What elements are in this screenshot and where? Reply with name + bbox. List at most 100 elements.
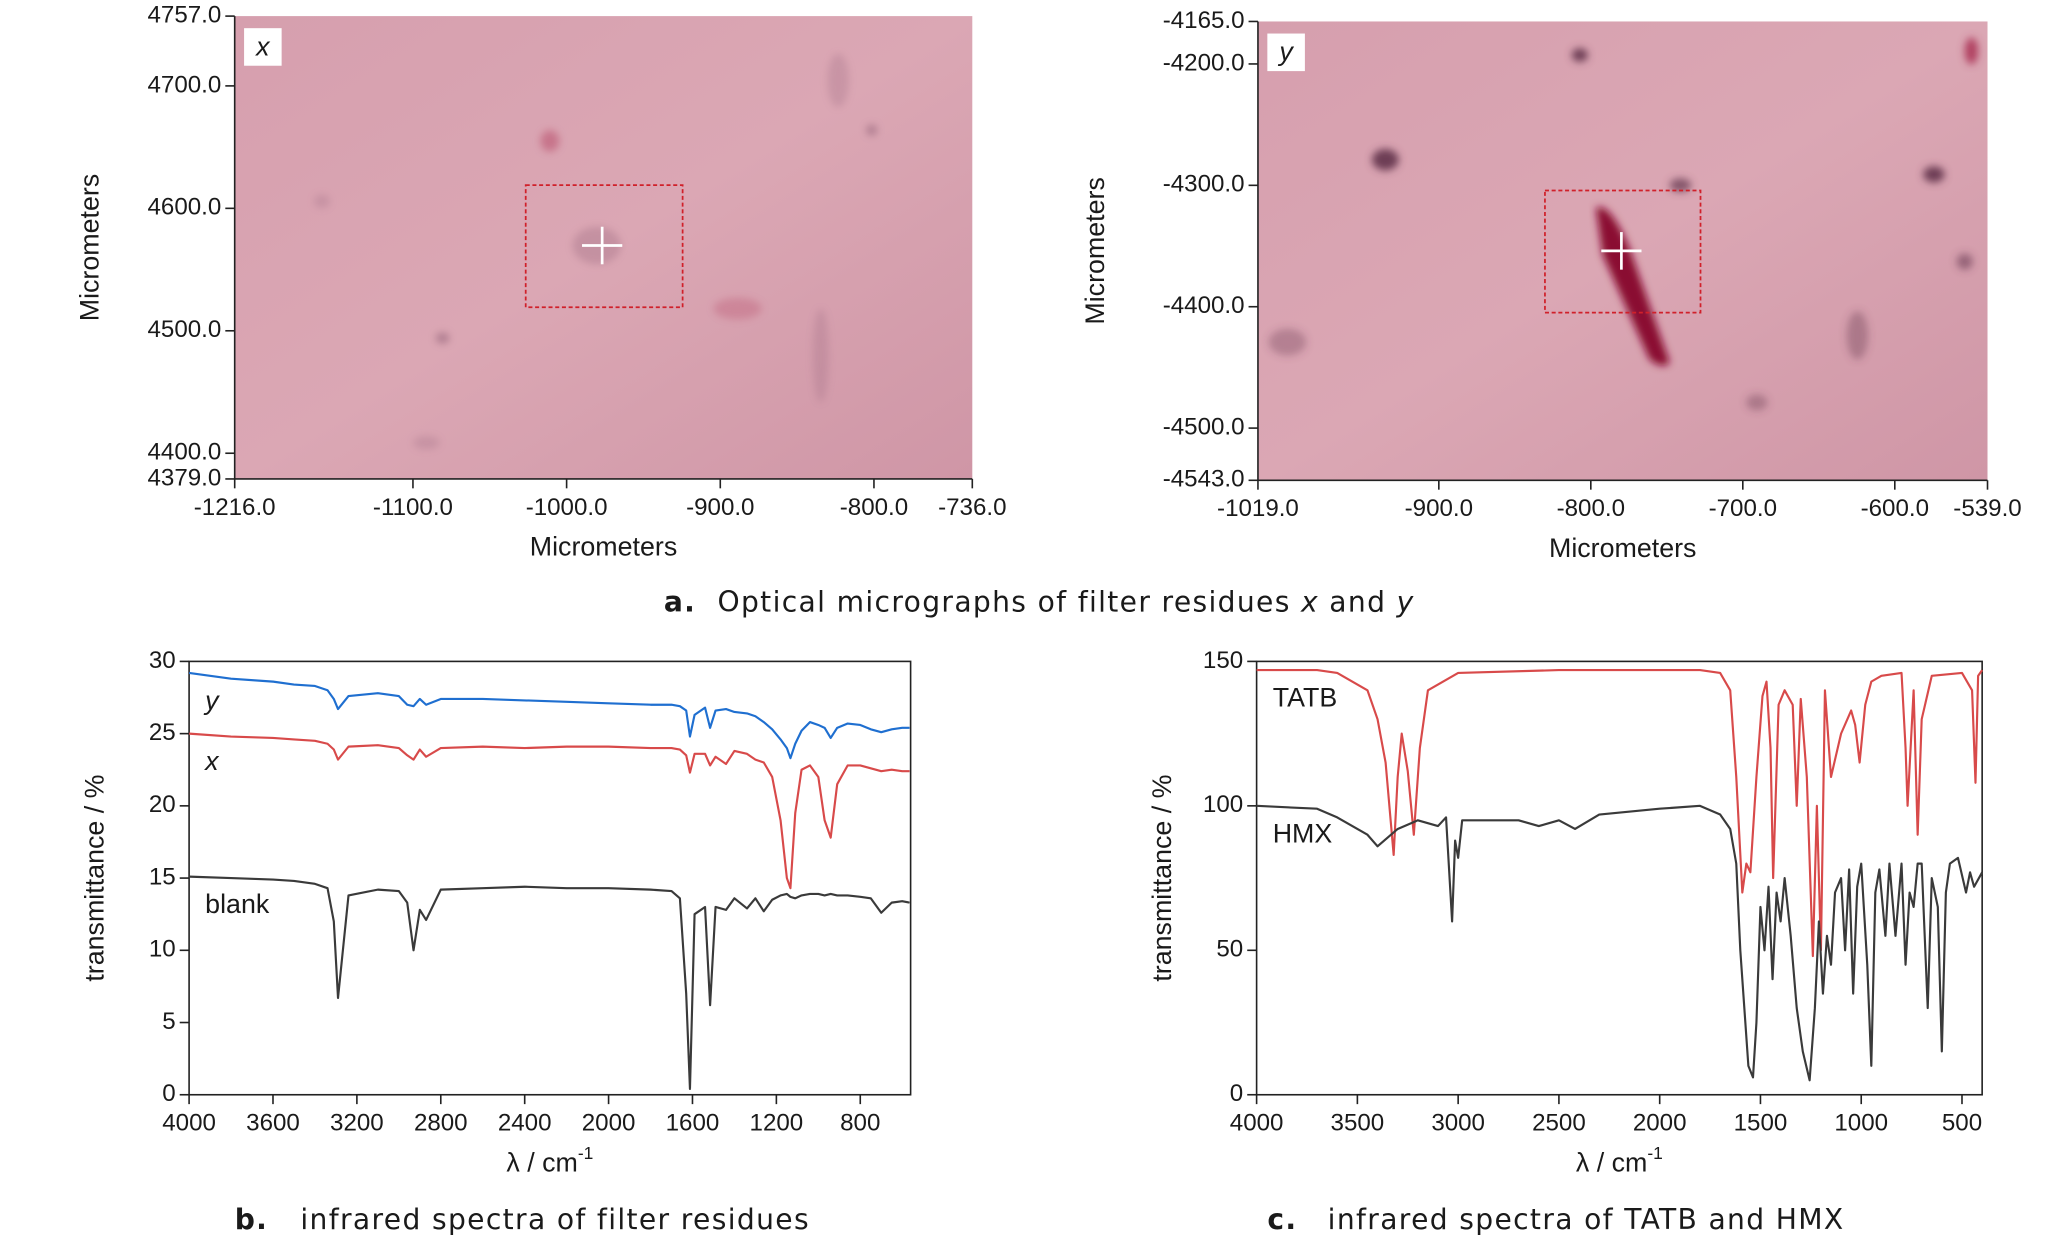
caption-label: b. — [235, 1203, 269, 1236]
y-tick-label: -4543.0 — [1163, 466, 1245, 493]
x-tick-label: 2800 — [414, 1110, 468, 1137]
y-tick-label: 4757.0 — [147, 1, 221, 28]
x-tick-label: 3000 — [1431, 1110, 1485, 1137]
crosshair — [582, 226, 623, 265]
x-tick-label: 4000 — [162, 1110, 216, 1137]
x-tick-label: -736.0 — [938, 494, 1006, 521]
x-tick-label: -700.0 — [1709, 495, 1777, 522]
y-axis-label: transmittance / % — [80, 774, 110, 981]
x-tick-label: 1000 — [1834, 1110, 1888, 1137]
x-axis-label-text: λ / cm — [506, 1148, 577, 1178]
series-label: blank — [205, 889, 270, 919]
x-tick-label: -539.0 — [1953, 495, 2021, 522]
selection-box — [524, 184, 684, 309]
x-tick-label: 4000 — [1230, 1110, 1284, 1137]
panel-label-box — [244, 28, 282, 66]
x-tick-label: 2500 — [1532, 1110, 1586, 1137]
series-label: y — [203, 686, 220, 716]
y-tick-label: 0 — [162, 1080, 175, 1107]
y-tick-label: 25 — [149, 719, 176, 746]
x-tick-label: 1200 — [750, 1110, 804, 1137]
x-tick-label: 3200 — [330, 1110, 384, 1137]
caption-part: x — [1300, 586, 1319, 619]
y-tick-label: 4400.0 — [147, 439, 221, 466]
caption-label: a. — [664, 586, 696, 619]
x-axis-label-sup: -1 — [578, 1142, 593, 1162]
x-tick-label: 2000 — [582, 1110, 636, 1137]
series-label: HMX — [1273, 818, 1333, 848]
plot-frame — [1255, 660, 1983, 1096]
x-axis-label: λ / cm-1 — [506, 1142, 593, 1177]
x-tick-label: -600.0 — [1861, 495, 1929, 522]
y-tick-label: 5 — [162, 1008, 175, 1035]
x-tick-label: 3500 — [1331, 1110, 1385, 1137]
spectrum-line — [1256, 804, 1984, 1082]
x-axis-label-text: λ / cm — [1576, 1148, 1647, 1178]
caption-label: c. — [1267, 1203, 1297, 1236]
x-tick-label: -1019.0 — [1217, 495, 1299, 522]
caption-text: Optical micrographs of filter residues x… — [717, 586, 1414, 619]
x-tick-label: 800 — [840, 1110, 880, 1137]
y-tick-label: 30 — [149, 647, 176, 674]
spectrum-line — [1256, 668, 1984, 958]
caption-part: Optical micrographs of filter residues — [717, 586, 1301, 619]
x-tick-label: -900.0 — [1405, 495, 1473, 522]
series-label: TATB — [1273, 683, 1338, 713]
specks — [313, 53, 878, 450]
y-tick-label: 4379.0 — [147, 464, 221, 491]
particle — [1595, 207, 1670, 366]
y-tick-label: 100 — [1203, 791, 1243, 818]
x-axis-label: Micrometers — [1549, 533, 1696, 563]
y-tick-label: 4600.0 — [147, 194, 221, 221]
x-axis-label: λ / cm-1 — [1576, 1142, 1663, 1177]
y-axis-label: transmittance / % — [1147, 774, 1177, 981]
x-tick-label: -1216.0 — [194, 494, 276, 521]
y-tick-label: 4700.0 — [147, 71, 221, 98]
spectrum-line — [189, 875, 910, 1091]
x-tick-label: -1100.0 — [373, 494, 453, 521]
plot-frame — [188, 660, 912, 1096]
caption-text: infrared spectra of filter residues — [300, 1203, 810, 1236]
y-axis-label: Micrometers — [74, 174, 104, 322]
x-tick-label: 3600 — [246, 1110, 300, 1137]
x-tick-label: -800.0 — [1557, 495, 1625, 522]
y-tick-label: 0 — [1230, 1080, 1243, 1107]
y-tick-label: 10 — [149, 936, 176, 963]
x-tick-label: 2400 — [498, 1110, 552, 1137]
caption-text: infrared spectra of TATB and HMX — [1328, 1203, 1845, 1236]
specks — [1268, 37, 1979, 411]
y-tick-label: 20 — [149, 791, 176, 818]
caption-part: infrared spectra of TATB and HMX — [1328, 1203, 1845, 1236]
caption-part: and — [1319, 586, 1397, 619]
x-axis-label-sup: -1 — [1647, 1142, 1662, 1162]
y-tick-label: -4165.0 — [1163, 7, 1245, 34]
crosshair — [1601, 232, 1642, 270]
x-tick-label: -1000.0 — [526, 494, 608, 521]
y-tick-label: -4300.0 — [1163, 171, 1245, 198]
x-tick-label: -800.0 — [840, 494, 908, 521]
panel-label: x — [254, 31, 271, 61]
panel-label: y — [1277, 37, 1294, 67]
x-tick-label: 1500 — [1734, 1110, 1788, 1137]
y-tick-label: 150 — [1203, 647, 1243, 674]
x-tick-label: -900.0 — [686, 494, 754, 521]
y-axis-label: Micrometers — [1080, 177, 1110, 325]
y-tick-label: -4400.0 — [1163, 292, 1245, 319]
caption-part: infrared spectra of filter residues — [300, 1203, 810, 1236]
y-tick-label: 4500.0 — [147, 316, 221, 343]
micrograph-y — [1257, 21, 1988, 481]
x-axis-label-text: Micrometers — [530, 532, 677, 562]
y-tick-label: 50 — [1216, 936, 1243, 963]
x-tick-label: 1600 — [666, 1110, 720, 1137]
spectrum-line — [188, 671, 910, 760]
panel-label-box — [1267, 33, 1305, 72]
x-tick-label: 500 — [1942, 1110, 1982, 1137]
spectrum-line — [189, 732, 910, 890]
y-tick-label: -4500.0 — [1163, 413, 1245, 440]
selection-box — [1544, 189, 1702, 314]
x-axis-label: Micrometers — [530, 532, 677, 562]
x-axis-label-text: Micrometers — [1549, 533, 1696, 563]
series-label: x — [203, 746, 220, 776]
y-tick-label: 15 — [149, 863, 176, 890]
